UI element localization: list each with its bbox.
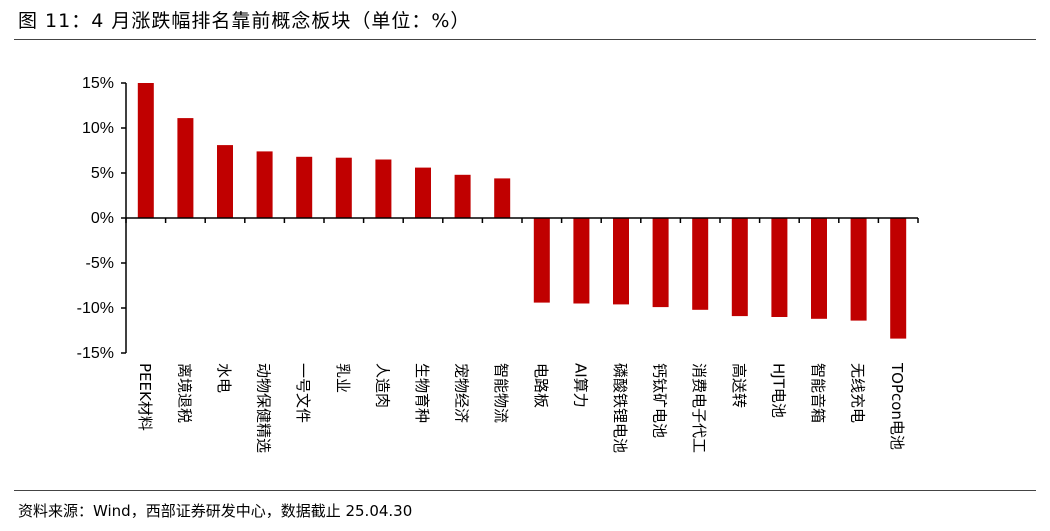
x-category-label: 一号文件 (294, 363, 312, 423)
bar (335, 157, 352, 218)
bar (177, 118, 194, 218)
bar (890, 218, 907, 339)
x-category-label: TOPcon电池 (888, 362, 906, 450)
y-tick-label: -10% (77, 300, 114, 317)
x-category-label: 消费电子代工 (690, 363, 708, 453)
bar (533, 218, 550, 303)
top-divider (14, 39, 1036, 40)
x-category-label: 生物育种 (413, 363, 431, 423)
bar (573, 218, 590, 304)
x-category-label: HJT电池 (769, 363, 787, 418)
bar (256, 151, 273, 218)
bar (613, 218, 629, 305)
x-category-label: 动物保健精选 (255, 363, 273, 453)
x-category-label: 乳业 (334, 363, 352, 393)
x-category-label: 水电 (215, 363, 233, 393)
bar (692, 218, 709, 310)
x-category-label: 无线充电 (849, 363, 867, 423)
y-tick-label: -15% (77, 345, 114, 362)
bar (652, 218, 669, 308)
x-category-label: 高送转 (730, 363, 748, 408)
x-category-label: 离境退税 (175, 363, 193, 423)
x-category-label: 磷酸铁锂电池 (611, 363, 629, 453)
bottom-divider (14, 490, 1036, 491)
x-category-label: AI算力 (571, 363, 589, 408)
bar-chart: 15% 10% 5% 0% -5% -10% -15% PEEK材料 离境退税 水电 动物保健精选 一… (77, 75, 919, 453)
y-tick-label: 15% (82, 75, 114, 92)
bar (415, 167, 431, 218)
y-tick-label: 10% (82, 120, 114, 137)
bar (850, 218, 867, 321)
bar (375, 159, 392, 218)
y-tick-label: 0% (91, 210, 114, 227)
bar (731, 218, 748, 317)
bar (217, 145, 233, 218)
x-category-label: 宠物经济 (453, 363, 471, 423)
source-note: 资料来源：Wind，西部证券研发中心，数据截止 25.04.30 (18, 502, 413, 520)
x-category-label: 钙钛矿电池 (651, 363, 669, 438)
x-category-label: 智能音箱 (809, 363, 827, 423)
bar (454, 174, 471, 218)
x-category-label: 智能物流 (492, 363, 510, 423)
x-category-label: 人造肉 (373, 363, 391, 408)
y-tick-label: -5% (86, 255, 114, 272)
y-tick-label: 5% (91, 165, 114, 182)
bar (811, 218, 827, 319)
bar (494, 178, 511, 218)
x-category-label: PEEK材料 (136, 363, 154, 431)
bar (771, 218, 788, 317)
chart-title: 图 11：4 月涨跌幅排名靠前概念板块（单位：%） (18, 10, 471, 32)
x-category-label: 电路板 (532, 363, 550, 408)
bar (137, 83, 154, 218)
bar (296, 156, 313, 218)
